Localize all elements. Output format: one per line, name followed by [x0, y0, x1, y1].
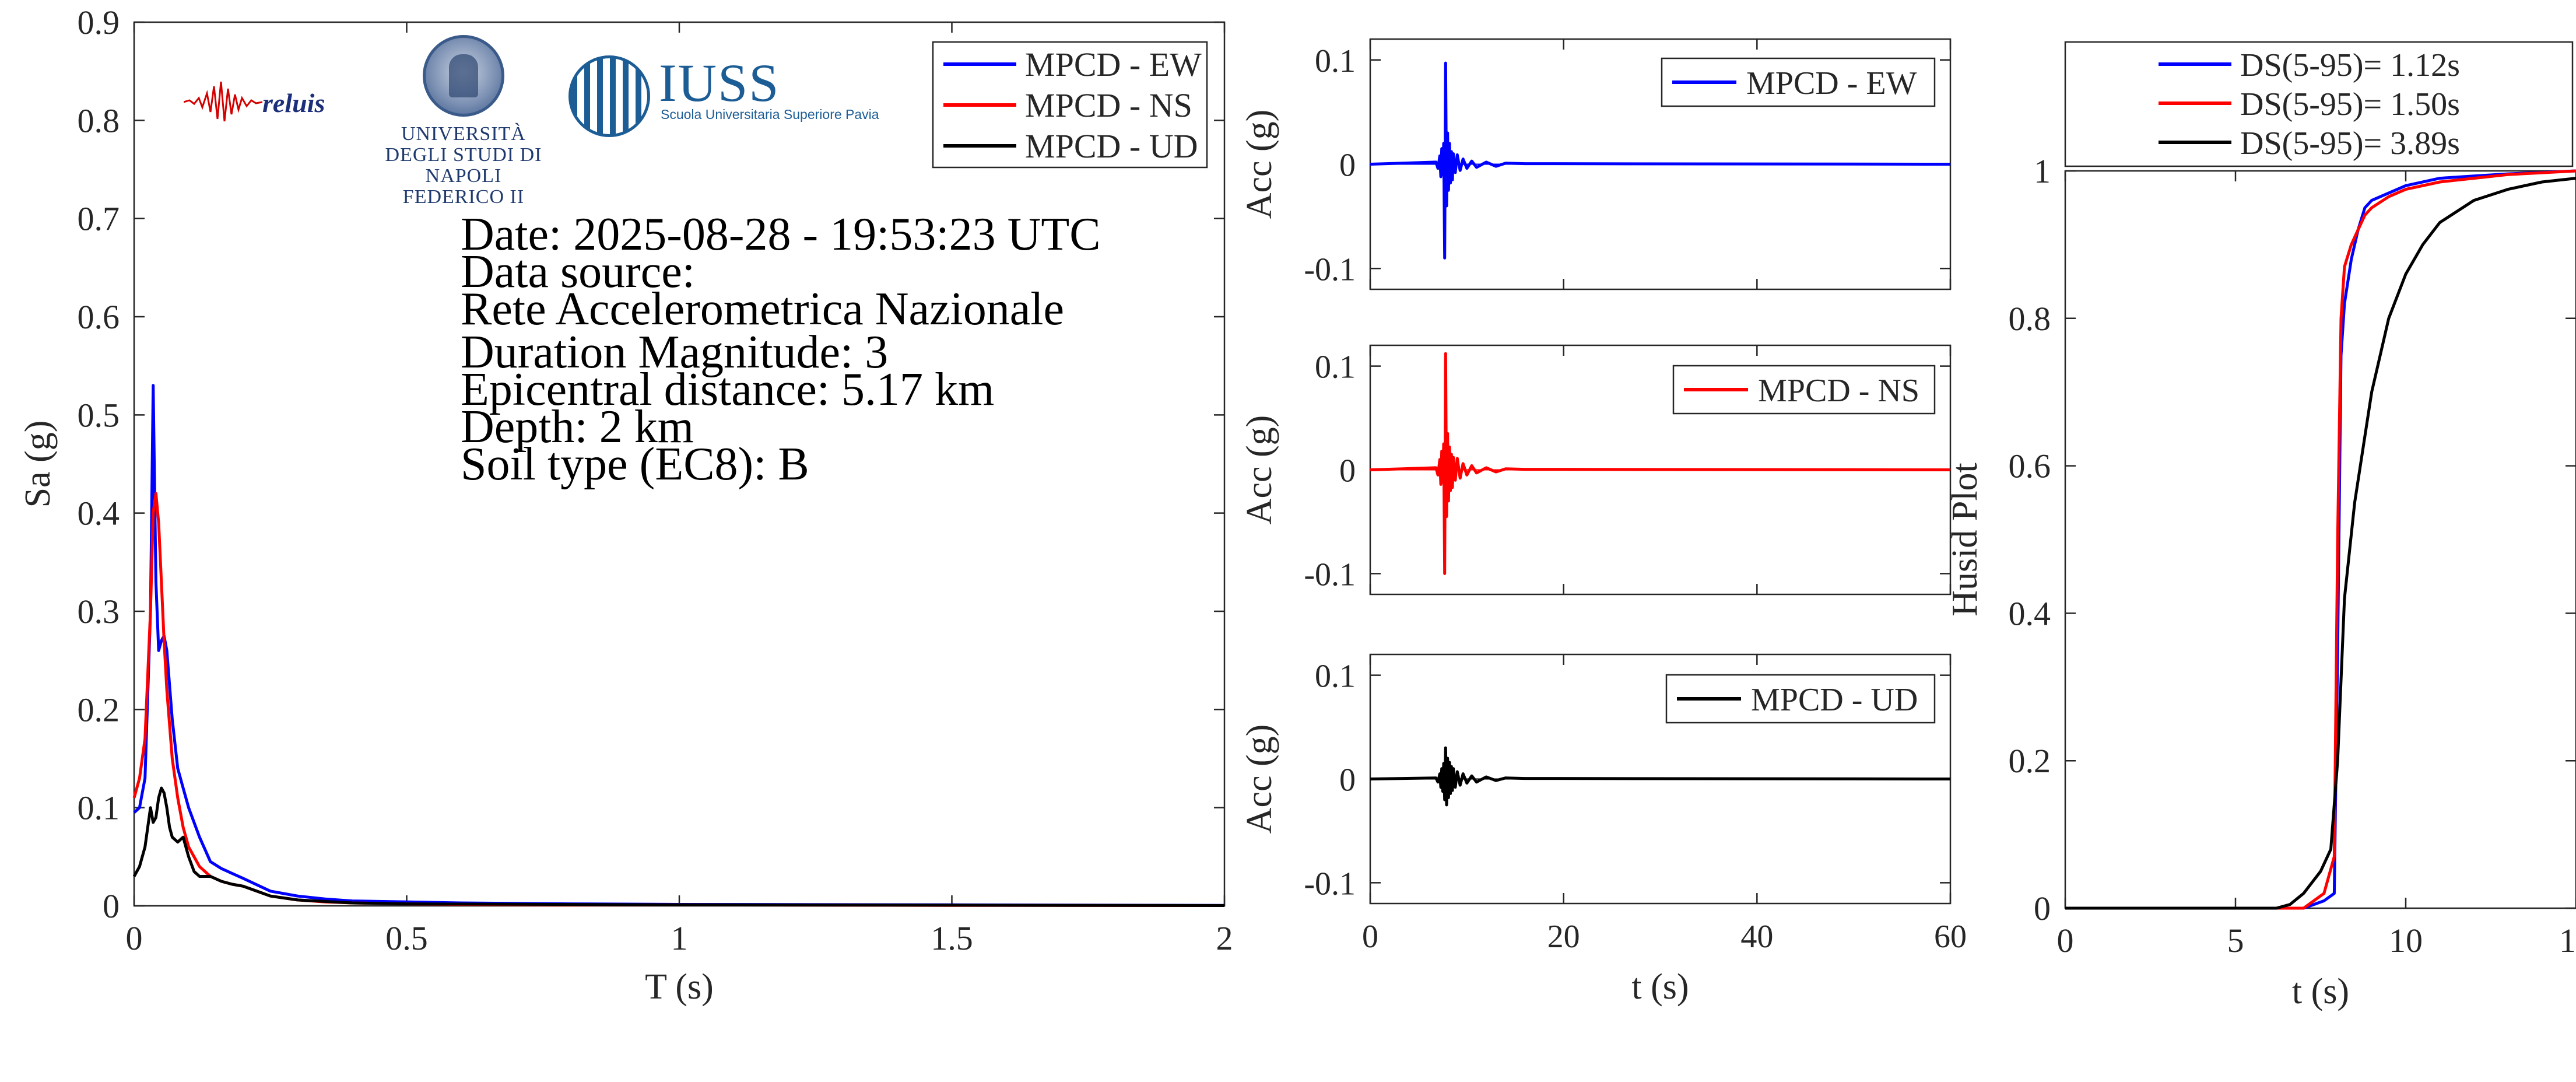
x-tick-label: 60: [1934, 919, 1967, 955]
y-tick-label: 0: [2034, 890, 2051, 927]
event-date: Date: 2025-08-28 - 19:53:23 UTC: [461, 209, 1101, 260]
legend-box: [1672, 365, 1936, 415]
y-tick-label: 0.1: [1315, 43, 1356, 79]
x-tick-label: 0: [1362, 919, 1378, 955]
y-tick-label: 0.3: [78, 593, 120, 631]
x-tick-label: 0: [126, 919, 143, 957]
y-tick-label: -0.1: [1304, 251, 1356, 288]
series-line: [2065, 177, 2576, 910]
x-tick-label: 0: [2057, 922, 2074, 960]
series-line: [1370, 61, 1951, 260]
y-tick-label: 1: [2034, 152, 2051, 190]
legend-label: MPCD - EW: [1746, 65, 1917, 101]
legend-label: MPCD - EW: [1025, 45, 1202, 83]
series-line: [133, 384, 1225, 907]
soil-type: Soil type (EC8): B: [461, 439, 809, 490]
university-name: UNIVERSITÀ DEGLI STUDI DI NAPOLI FEDERIC…: [385, 123, 542, 208]
x-tick-label: 2: [1216, 919, 1233, 957]
x-tick-label: 10: [2389, 922, 2423, 960]
legend-label: DS(5-95)= 1.50s: [2240, 86, 2460, 122]
series-line: [132, 786, 1225, 907]
x-tick-label: 20: [1547, 919, 1580, 955]
series-line: [1370, 352, 1951, 575]
y-tick-label: 0.4: [2009, 594, 2051, 632]
legend-label: MPCD - UD: [1751, 682, 1918, 718]
y-tick-label: -0.1: [1304, 866, 1356, 902]
y-tick-label: 0.4: [78, 495, 120, 533]
legend-label: DS(5-95)= 3.89s: [2240, 125, 2460, 162]
university-logo: UNIVERSITÀ DEGLI STUDI DI NAPOLI FEDERIC…: [376, 35, 551, 208]
y-tick-label: 0.6: [2009, 447, 2051, 485]
y-axis-label: Sa (g): [18, 421, 58, 508]
y-tick-label: -0.1: [1304, 556, 1356, 593]
y-tick-label: 0: [1339, 762, 1356, 799]
event-depth: Depth: 2 km: [461, 401, 694, 453]
university-seal-icon: [423, 35, 504, 117]
y-axis-label: Husid Plot: [1945, 463, 1985, 617]
y-tick-label: 0.8: [2009, 300, 2051, 338]
x-tick-label: 5: [2227, 922, 2244, 960]
legend-label: DS(5-95)= 1.12s: [2240, 47, 2460, 83]
x-tick-label: 0.5: [385, 919, 428, 957]
y-tick-label: 0.2: [2009, 742, 2051, 780]
epicentral-distance: Epicentral distance: 5.17 km: [461, 364, 995, 415]
iuss-logo: IUSS Scuola Universitaria Superiore Pavi…: [568, 53, 879, 137]
legend-label: MPCD - NS: [1025, 86, 1192, 124]
y-tick-label: 0.1: [78, 789, 120, 827]
seismogram-icon: [183, 81, 263, 122]
x-tick-label: 1: [671, 919, 688, 957]
plot-area: [133, 21, 1226, 907]
x-tick-label: 40: [1740, 919, 1773, 955]
y-tick-label: 0: [1339, 453, 1356, 489]
x-tick-label: 15: [2559, 922, 2576, 960]
series-line: [1370, 746, 1951, 807]
y-axis-label: Acc (g): [1240, 724, 1279, 834]
y-tick-label: 0.7: [78, 200, 120, 238]
y-tick-label: 0.2: [78, 691, 120, 729]
reluis-wordmark: reluis: [262, 88, 325, 118]
event-info: Date: 2025-08-28 - 19:53:23 UTC Data sou…: [461, 209, 1101, 490]
duration-magnitude: Duration Magnitude: 3: [461, 327, 889, 378]
iuss-subtitle: Scuola Universitaria Superiore Pavia: [661, 107, 879, 122]
x-axis-label: t (s): [2292, 972, 2349, 1011]
y-tick-label: 0.8: [78, 101, 120, 139]
iuss-dome-icon: [568, 55, 650, 137]
x-axis-label: t (s): [1631, 967, 1689, 1007]
x-axis-label: T (s): [645, 967, 714, 1007]
iuss-wordmark: IUSS: [659, 53, 780, 113]
y-tick-label: 0.1: [1315, 659, 1356, 695]
y-tick-label: 0.1: [1315, 349, 1356, 386]
legend-label: MPCD - UD: [1025, 127, 1198, 165]
reluis-logo: reluis: [183, 76, 364, 128]
y-tick-label: 0.6: [78, 298, 120, 336]
data-source-label: Data source:: [461, 246, 696, 297]
plot-area: [2064, 170, 2576, 909]
data-source-name: Rete Accelerometrica Nazionale: [461, 283, 1064, 335]
series-line: [2065, 169, 2576, 910]
legend-box: [2064, 41, 2574, 167]
y-axis-label: Acc (g): [1240, 110, 1279, 219]
y-tick-label: 0: [1339, 148, 1356, 184]
y-axis-label: Acc (g): [1240, 415, 1279, 525]
y-tick-label: 0: [103, 887, 120, 925]
y-tick-label: 0.9: [78, 3, 120, 41]
x-tick-label: 1.5: [931, 919, 973, 957]
y-tick-label: 0.5: [78, 396, 120, 434]
legend-label: MPCD - NS: [1758, 373, 1919, 409]
